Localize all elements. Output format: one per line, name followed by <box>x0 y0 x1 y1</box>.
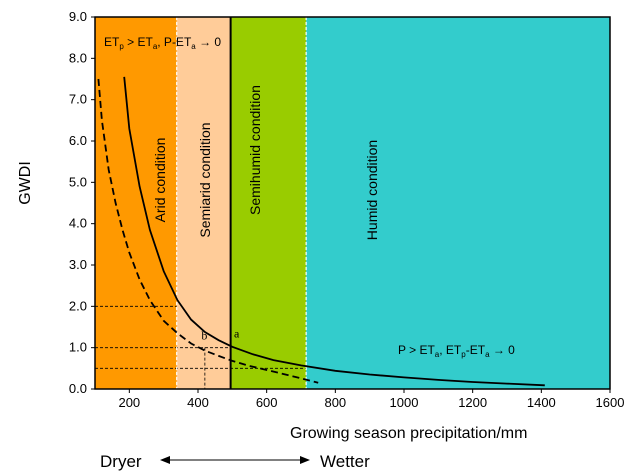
condition-regions <box>95 17 610 389</box>
region-3 <box>306 17 610 389</box>
region-1 <box>176 17 231 389</box>
point-labels: ab <box>201 326 240 342</box>
y-tick-label: 7.0 <box>69 92 87 107</box>
reference-lines <box>95 305 307 389</box>
x-tick-label: 800 <box>324 395 346 410</box>
x-tick-label: 400 <box>187 395 209 410</box>
y-tick-label: 8.0 <box>69 50 87 65</box>
x-axis-title: Growing season precipitation/mm <box>290 425 527 442</box>
arrow-right-head <box>300 456 310 464</box>
condition-labels: Arid condition Semiarid condition Semihumi… <box>152 85 380 240</box>
region-label-3: Humid condition <box>364 140 380 240</box>
wetter-label: Wetter <box>320 452 370 471</box>
curve-solid <box>123 76 545 387</box>
y-axis-title: GWDI <box>17 161 34 205</box>
arrow-left-head <box>160 456 170 464</box>
plot-frame <box>94 16 611 390</box>
curve-dashed <box>97 78 319 384</box>
x-tick-label: 600 <box>256 395 278 410</box>
point-label-a: a <box>234 326 240 340</box>
region-0 <box>95 17 177 389</box>
dryer-label: Dryer <box>100 452 142 471</box>
y-tick-label: 4.0 <box>69 216 87 231</box>
region-label-0: Arid condition <box>152 138 168 223</box>
region-boundaries <box>176 17 307 389</box>
x-tick-label: 1400 <box>527 395 556 410</box>
x-tick-label: 1200 <box>458 395 487 410</box>
direction-indicator: Dryer Wetter <box>100 452 370 471</box>
y-tick-label: 5.0 <box>69 174 87 189</box>
y-tick-label: 1.0 <box>69 340 87 355</box>
annotation-top-left: ETp > ETa, P-ETa → 0 <box>104 35 221 51</box>
x-tick-label: 200 <box>118 395 140 410</box>
x-tick-label: 1600 <box>596 395 625 410</box>
y-tick-label: 6.0 <box>69 133 87 148</box>
y-tick-label: 2.0 <box>69 298 87 313</box>
point-label-b: b <box>201 328 207 342</box>
curves <box>97 76 545 387</box>
region-label-2: Semihumid condition <box>247 85 263 215</box>
region-2 <box>230 17 307 389</box>
region-label-1: Semiarid condition <box>197 122 213 237</box>
axes: 0.0 1.0 2.0 3.0 4.0 5.0 6.0 7.0 8.0 9.0 200 400 600 8… <box>17 9 624 442</box>
y-tick-label: 0.0 <box>69 381 87 396</box>
y-tick-label: 3.0 <box>69 257 87 272</box>
annotations: ETp > ETa, P-ETa → 0 P > ETa, ETp-ETa → … <box>104 35 515 359</box>
x-tick-label: 1000 <box>390 395 419 410</box>
y-tick-label: 9.0 <box>69 9 87 24</box>
annotation-bottom-right: P > ETa, ETp-ETa → 0 <box>398 343 515 359</box>
